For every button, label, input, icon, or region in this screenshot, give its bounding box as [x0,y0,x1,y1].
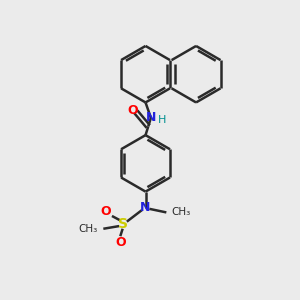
Text: O: O [127,104,137,117]
Text: N: N [146,111,156,124]
Text: H: H [158,115,166,125]
Text: N: N [140,202,151,214]
Text: O: O [115,236,126,249]
Text: O: O [100,205,111,218]
Text: S: S [118,217,128,231]
Text: CH₃: CH₃ [171,207,191,218]
Text: CH₃: CH₃ [78,224,98,234]
